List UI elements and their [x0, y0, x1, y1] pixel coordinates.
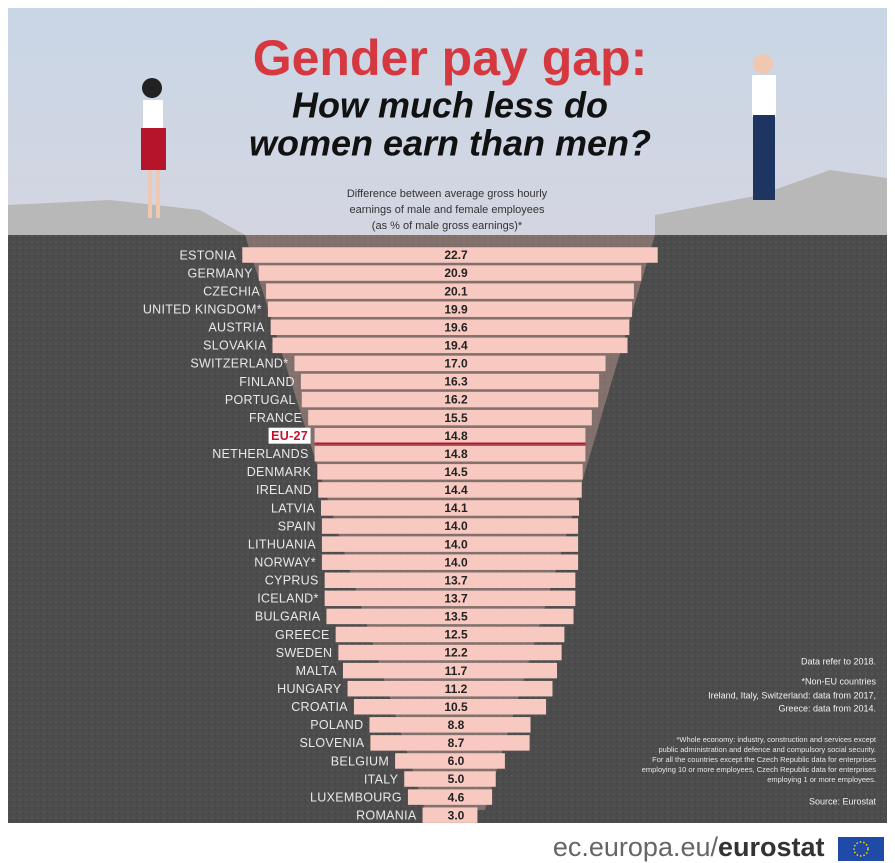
description: earnings of male and female employees: [349, 204, 545, 216]
category-label: HUNGARY: [277, 682, 342, 696]
description: (as % of male gross earnings)*: [372, 220, 523, 232]
footnote: employing 1 or more employees.: [767, 775, 876, 784]
category-label: CROATIA: [291, 700, 348, 714]
value-label: 19.6: [444, 320, 468, 334]
title: Gender pay gap:: [253, 30, 648, 86]
category-label: PORTUGAL: [225, 393, 296, 407]
subtitle: women earn than men?: [249, 123, 651, 164]
category-label: NORWAY*: [254, 555, 316, 569]
category-label: SLOVAKIA: [203, 339, 267, 353]
value-label: 20.1: [444, 284, 468, 298]
value-label: 13.7: [444, 573, 468, 587]
infographic: Gender pay gap: How much less do women e…: [0, 0, 895, 863]
eu-flag: [838, 837, 884, 861]
category-label: LUXEMBOURG: [310, 790, 402, 804]
category-label: POLAND: [310, 718, 363, 732]
category-label: ESTONIA: [180, 248, 237, 262]
category-label: CYPRUS: [265, 574, 319, 588]
category-label: CZECHIA: [203, 284, 260, 298]
footnote: employing 10 or more employees, Czech Re…: [642, 765, 877, 774]
value-label: 8.8: [448, 718, 465, 732]
category-label: NETHERLANDS: [212, 447, 308, 461]
value-label: 14.8: [444, 447, 468, 461]
value-label: 16.2: [444, 393, 468, 407]
category-label: SWEDEN: [276, 646, 333, 660]
category-label: SWITZERLAND*: [190, 357, 288, 371]
value-label: 4.6: [448, 790, 465, 804]
value-label: 14.0: [444, 537, 468, 551]
value-label: 15.5: [444, 411, 468, 425]
value-label: 19.9: [444, 302, 468, 316]
value-label: 22.7: [444, 248, 468, 262]
value-label: 11.2: [445, 682, 468, 696]
category-label: LITHUANIA: [248, 537, 316, 551]
value-label: 14.0: [444, 519, 468, 533]
value-label: 5.0: [448, 772, 465, 786]
category-label: SLOVENIA: [299, 736, 364, 750]
value-label: 10.5: [444, 700, 468, 714]
category-label: MALTA: [296, 664, 338, 678]
value-label: 3.0: [448, 808, 465, 822]
note: Data refer to 2018.: [801, 656, 876, 666]
value-label: 14.0: [444, 555, 468, 569]
footer-brand: eurostat: [718, 832, 825, 862]
source: Source: Eurostat: [809, 796, 877, 806]
category-label: UNITED KINGDOM*: [143, 303, 262, 317]
category-label: GERMANY: [187, 266, 253, 280]
value-label: 14.5: [444, 465, 468, 479]
man-figure: [752, 54, 776, 200]
category-label: ITALY: [364, 772, 399, 786]
value-label: 16.3: [444, 375, 468, 389]
value-label: 17.0: [444, 357, 468, 371]
description: Difference between average gross hourly: [347, 188, 548, 200]
footnote: public administration and defence and co…: [659, 745, 876, 754]
subtitle: How much less do: [292, 85, 608, 126]
category-label: LATVIA: [271, 501, 315, 515]
category-label: FRANCE: [249, 411, 302, 425]
value-label: 20.9: [444, 266, 468, 280]
value-label: 12.5: [444, 628, 468, 642]
value-label: 19.4: [444, 339, 468, 353]
category-label: AUSTRIA: [208, 321, 265, 335]
note: Ireland, Italy, Switzerland: data from 2…: [708, 690, 876, 700]
category-label: FINLAND: [239, 375, 295, 389]
value-label: 14.8: [444, 429, 468, 443]
category-label: DENMARK: [247, 465, 312, 479]
note: Greece: data from 2014.: [778, 703, 876, 713]
value-label: 14.4: [444, 483, 468, 497]
value-label: 11.7: [445, 664, 468, 678]
value-label: 8.7: [448, 736, 465, 750]
footnote: For all the countries except the Czech R…: [652, 755, 876, 764]
category-label: IRELAND: [256, 483, 312, 497]
category-label: SPAIN: [278, 519, 316, 533]
value-label: 6.0: [448, 754, 465, 768]
note: *Non-EU countries: [801, 676, 876, 686]
footnote: *Whole economy: industry, construction a…: [676, 735, 876, 744]
value-label: 12.2: [444, 646, 468, 660]
footer-url: ec.europa.eu/: [553, 832, 719, 862]
category-label: ROMANIA: [356, 808, 417, 822]
value-label: 13.5: [444, 610, 468, 624]
category-label: GREECE: [275, 628, 330, 642]
category-label: BULGARIA: [255, 610, 321, 624]
category-label: BELGIUM: [331, 754, 389, 768]
value-label: 14.1: [444, 501, 468, 515]
value-label: 13.7: [444, 592, 468, 606]
category-label: EU-27: [271, 429, 308, 443]
category-label: ICELAND*: [257, 592, 318, 606]
